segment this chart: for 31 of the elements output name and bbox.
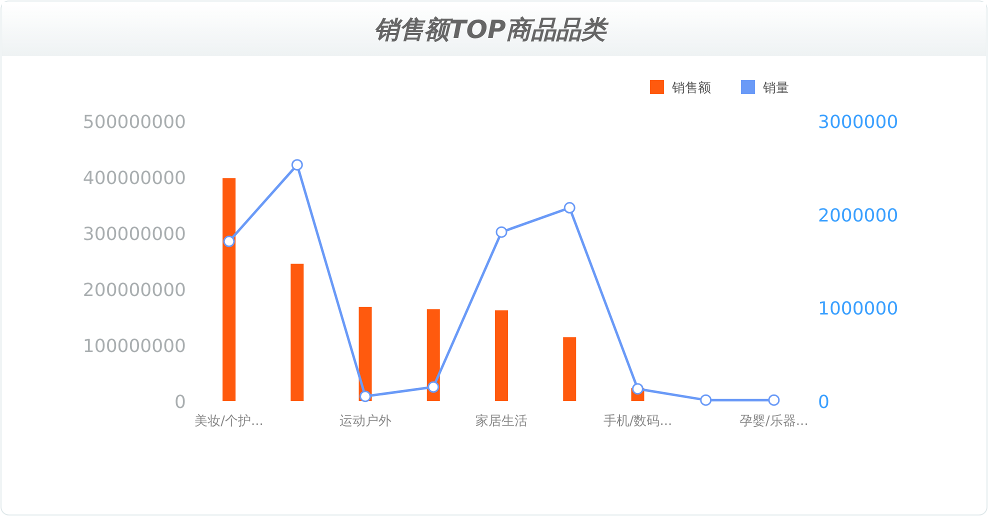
point xyxy=(632,383,644,395)
x-tick-label: 美妆/个护... xyxy=(194,413,264,429)
legend-label: 销量 xyxy=(762,81,789,96)
point xyxy=(496,226,508,238)
bar xyxy=(563,337,576,401)
y-tick-label: 200000000 xyxy=(82,280,186,301)
y2-tick-label: 2000000 xyxy=(818,205,898,226)
y2-tick-label: 0 xyxy=(818,392,830,413)
bar xyxy=(290,264,304,401)
bar xyxy=(222,178,236,401)
bar xyxy=(495,310,508,401)
y-tick-label: 300000000 xyxy=(82,224,186,245)
chart-title: 销售额TOP商品品类 xyxy=(374,15,609,44)
point xyxy=(291,159,303,171)
y-tick-label: 500000000 xyxy=(82,112,186,133)
y2-tick-label: 3000000 xyxy=(818,112,898,133)
point xyxy=(223,236,235,248)
y2-tick-label: 1000000 xyxy=(818,298,898,320)
point xyxy=(360,390,372,402)
x-tick-label: 家居生活 xyxy=(476,413,528,429)
x-tick-label: 孕婴/乐器... xyxy=(740,414,808,429)
y-tick-label: 400000000 xyxy=(82,168,186,189)
y-tick-label: 100000000 xyxy=(82,336,186,357)
legend-label: 销售额 xyxy=(671,81,711,96)
y-tick-label: 0 xyxy=(174,392,186,413)
point xyxy=(700,394,712,406)
point xyxy=(428,381,440,393)
x-tick-label: 手机/数码... xyxy=(603,414,672,429)
point xyxy=(564,202,576,214)
point xyxy=(768,394,780,406)
x-tick-label: 运动户外 xyxy=(339,414,392,429)
